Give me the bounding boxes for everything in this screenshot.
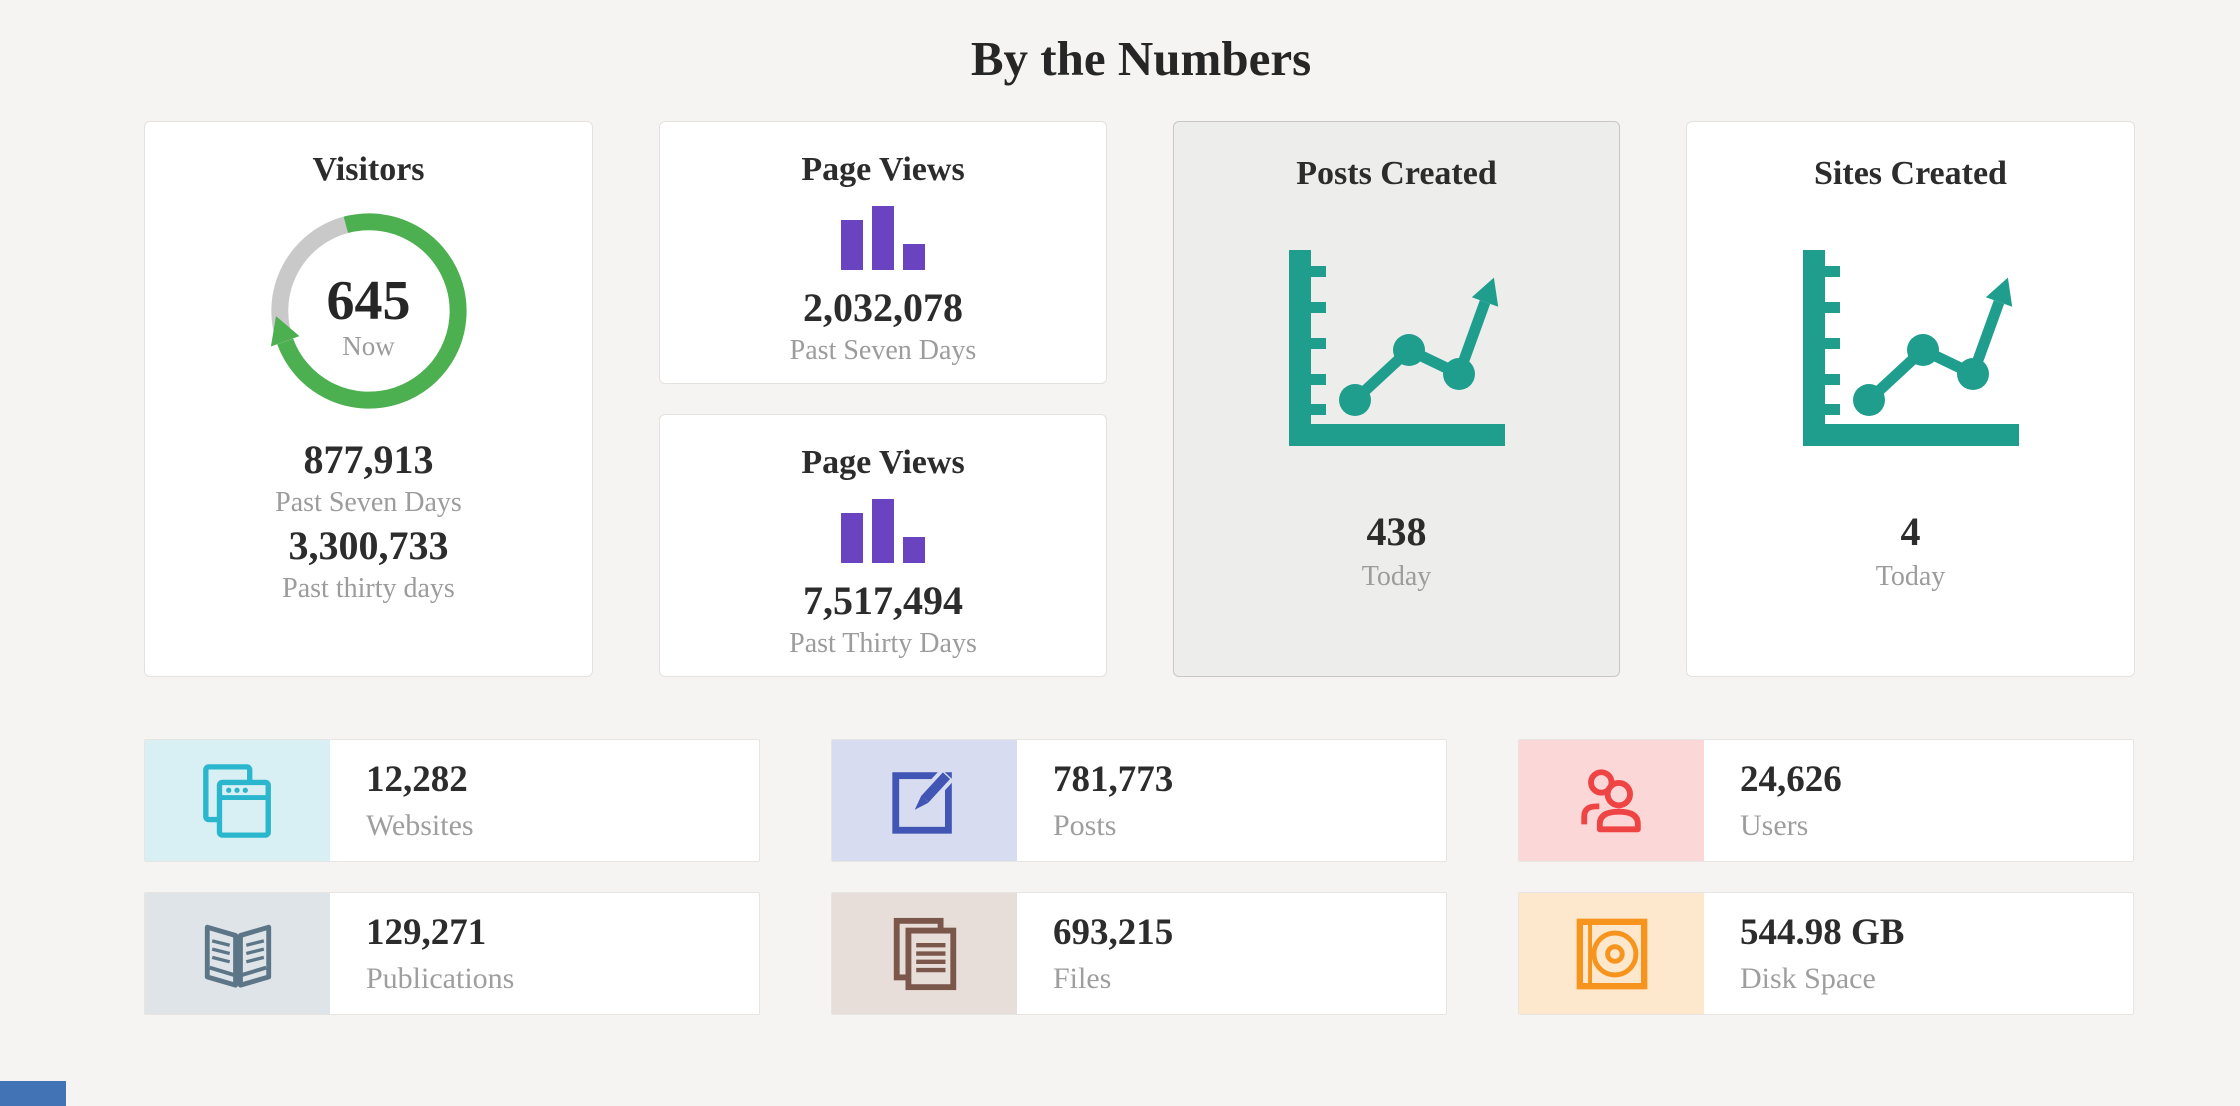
stat-row-users: 24,626 Users	[1518, 739, 2134, 863]
posts-created-value: 438	[1366, 509, 1427, 555]
sites-created-value: 4	[1900, 509, 1921, 555]
files-label: Files	[1053, 961, 1112, 995]
edit-icon	[891, 768, 954, 834]
posts-label: Posts	[1053, 808, 1117, 842]
users-label: Users	[1740, 808, 1809, 842]
disk-space-value: 544.98 GB	[1740, 912, 1905, 954]
users-icon	[1580, 768, 1641, 832]
stat-row-disk-space: 544.98 GB Disk Space	[1518, 892, 2134, 1016]
users-value: 24,626	[1740, 759, 1842, 801]
visitors-month-label: Past thirty days	[282, 573, 455, 605]
bar-chart-icon	[841, 206, 925, 271]
page-views-week-title: Page Views	[801, 151, 965, 189]
stat-cards-grid: Visitors 645 Now 877,913 Past Seven Days…	[144, 121, 2138, 678]
page-views-week-value: 2,032,078	[803, 285, 963, 331]
browser-windows-icon	[202, 763, 271, 838]
users-icon-box	[1519, 740, 1704, 862]
page-views-month-value: 7,517,494	[803, 578, 963, 624]
stat-row-publications: 129,271 Publications	[144, 892, 760, 1016]
visitors-week-value: 877,913	[303, 437, 434, 483]
visitors-now-value: 645	[326, 269, 411, 332]
stat-row-posts: 781,773 Posts	[831, 739, 1447, 863]
visitors-card-title: Visitors	[312, 151, 425, 189]
page-views-month-card[interactable]: Page Views 7,517,494 Past Thirty Days	[659, 414, 1107, 678]
page-views-week-card[interactable]: Page Views 2,032,078 Past Seven Days	[659, 121, 1107, 385]
publications-value: 129,271	[366, 912, 487, 954]
websites-value: 12,282	[366, 759, 468, 801]
line-chart-icon	[1288, 250, 1505, 447]
disk-icon	[1576, 918, 1647, 989]
posts-icon-box	[832, 740, 1017, 862]
line-chart-icon	[1802, 250, 2019, 447]
websites-icon-box	[145, 740, 330, 862]
visitors-gauge: 645 Now	[262, 204, 476, 418]
publications-icon-box	[145, 893, 330, 1015]
page-views-week-label: Past Seven Days	[789, 335, 977, 367]
circular-arrow-gauge-icon	[270, 213, 467, 409]
visitors-card[interactable]: Visitors 645 Now 877,913 Past Seven Days…	[144, 121, 593, 678]
page-views-column: Page Views 2,032,078 Past Seven Days Pag…	[659, 121, 1107, 678]
visitors-now-label: Now	[342, 330, 395, 361]
files-value: 693,215	[1053, 912, 1174, 954]
bar-chart-icon	[841, 499, 925, 564]
page-views-month-label: Past Thirty Days	[789, 628, 977, 660]
visitors-month-value: 3,300,733	[288, 523, 449, 569]
summary-stats-grid: 12,282 Websites 781,773 Posts	[144, 739, 2138, 1016]
open-book-icon	[204, 924, 271, 988]
posts-created-title: Posts Created	[1296, 155, 1497, 193]
page-title: By the Numbers	[970, 31, 1312, 86]
websites-label: Websites	[366, 808, 474, 842]
disk-space-icon-box	[1519, 893, 1704, 1015]
posts-value: 781,773	[1053, 759, 1174, 801]
sites-created-card[interactable]: Sites Created 4 Today	[1686, 121, 2135, 678]
stat-row-files: 693,215 Files	[831, 892, 1447, 1016]
footer-bar	[0, 1081, 66, 1106]
posts-created-label: Today	[1361, 561, 1432, 593]
publications-label: Publications	[366, 961, 515, 995]
sites-created-label: Today	[1875, 561, 1946, 593]
by-the-numbers-dashboard: By the Numbers Visitors 645 Now 877,913 …	[144, 0, 2138, 1016]
sites-created-title: Sites Created	[1814, 155, 2007, 193]
disk-space-label: Disk Space	[1740, 961, 1876, 995]
page-views-month-title: Page Views	[801, 444, 965, 482]
visitors-week-label: Past Seven Days	[275, 487, 462, 519]
documents-icon	[893, 917, 956, 990]
posts-created-card[interactable]: Posts Created 438 Today	[1173, 121, 1620, 678]
files-icon-box	[832, 893, 1017, 1015]
stat-row-websites: 12,282 Websites	[144, 739, 760, 863]
